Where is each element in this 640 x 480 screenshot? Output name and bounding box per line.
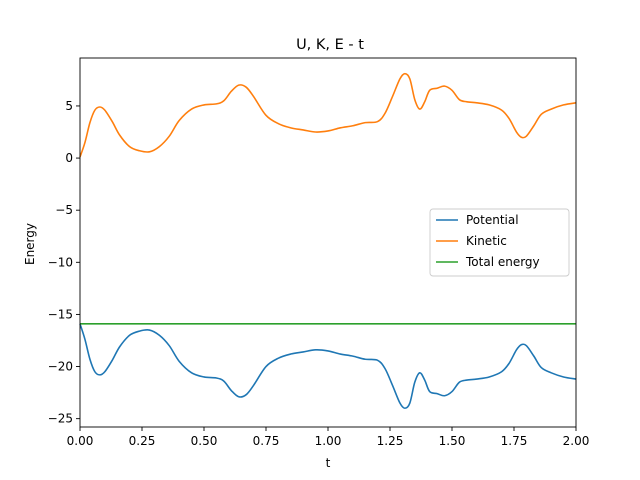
legend-label-kinetic: Kinetic — [466, 234, 507, 248]
y-tick-label: −25 — [48, 412, 73, 426]
legend-box — [429, 208, 570, 277]
x-tick-label: 1.00 — [315, 434, 342, 448]
y-tick-label: −10 — [48, 255, 73, 269]
y-tick-label: 0 — [65, 151, 73, 165]
chart-title: U, K, E - t — [296, 37, 364, 53]
y-tick-label: −5 — [55, 203, 73, 217]
legend-label-potential: Potential — [466, 213, 519, 227]
x-tick-label: 2.00 — [563, 434, 590, 448]
x-tick-label: 0.50 — [191, 434, 218, 448]
series-line-kinetic — [79, 72, 577, 158]
series-line-potential — [79, 323, 577, 410]
x-tick-label: 1.25 — [377, 434, 404, 448]
x-tick-label: 1.50 — [439, 434, 466, 448]
legend-label-total-energy: Total energy — [465, 255, 540, 269]
x-tick-label: 0.00 — [67, 434, 94, 448]
y-tick-label: −20 — [48, 360, 73, 374]
y-tick-label: 5 — [65, 99, 73, 113]
y-axis-label: Energy — [23, 223, 37, 265]
plot-area: 0.00 0.25 0.50 0.75 1.00 1.25 1.50 1.75 2.00 −25 −… — [48, 57, 590, 448]
x-tick-label: 0.75 — [253, 434, 280, 448]
x-tick-label: 0.25 — [129, 434, 156, 448]
x-axis-label: t — [326, 456, 331, 470]
y-tick-label: −15 — [48, 307, 73, 321]
x-tick-label: 1.75 — [501, 434, 528, 448]
